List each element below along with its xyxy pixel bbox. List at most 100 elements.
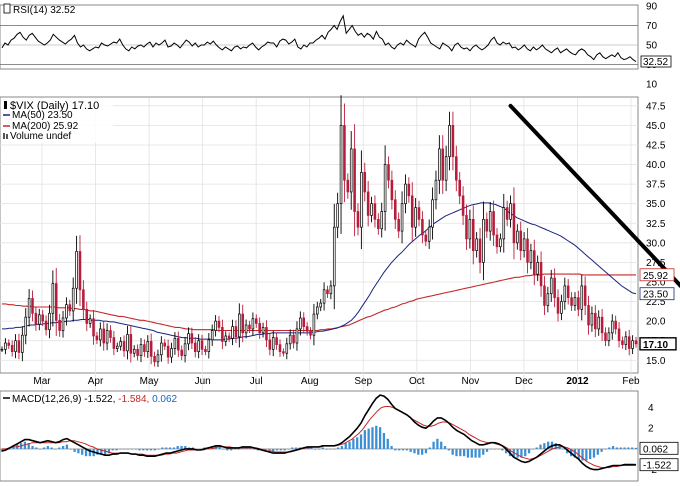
candle-body (539, 262, 543, 287)
candle-body (373, 203, 377, 220)
price-candle (536, 255, 539, 281)
candle-body (610, 320, 614, 334)
macd-histogram-bar (8, 448, 11, 450)
price-value-labels: 25.92 23.50 17.10 (639, 268, 677, 351)
candle-body (329, 285, 333, 295)
macd-histogram-bar (336, 447, 340, 449)
macd-histogram-bar (329, 448, 332, 450)
candle-body (407, 183, 411, 197)
candle-body (126, 334, 129, 352)
candle-body (387, 164, 390, 181)
macd-histogram-bar (145, 448, 149, 451)
price-candle (183, 336, 187, 363)
price-candle (7, 339, 11, 349)
price-value-box (639, 287, 675, 301)
candle-body (417, 207, 421, 220)
candle-body (54, 283, 58, 321)
candle-body (431, 199, 434, 228)
price-candle (549, 269, 553, 302)
candle-body (14, 340, 17, 352)
price-candle (570, 292, 573, 311)
candle-body (529, 250, 533, 263)
ma50-line (2, 202, 637, 341)
candle-body (10, 345, 14, 352)
macd-histogram-bar (325, 448, 328, 450)
candle-body (587, 305, 590, 326)
macd-histogram-bar (58, 447, 61, 449)
macd-histogram-bar (520, 448, 523, 458)
price-candle (455, 145, 458, 192)
price-y-tick-label: 25.0 (646, 277, 666, 288)
candle-body (502, 207, 506, 240)
price-candle (58, 314, 61, 337)
rsi-value-label: 32.52 (643, 57, 668, 68)
candle-body (492, 211, 495, 236)
candle-body (44, 320, 48, 331)
candle-body (597, 316, 600, 330)
month-tick-label: Sep (354, 376, 372, 387)
candle-body (349, 148, 353, 193)
macd-histogram-bar (512, 448, 515, 458)
macd-legend: MACD(12,26,9) -1.522, -1.584, 0.062 (12, 394, 178, 405)
price-candle (563, 277, 567, 310)
macd-histogram-bar (264, 448, 267, 451)
price-y-tick-label: 45.0 (646, 121, 666, 132)
candle-body (105, 330, 109, 344)
candle-body (478, 238, 482, 263)
candle-body (244, 324, 248, 334)
rsi-legend: RSI(14) 32.52 (13, 5, 76, 16)
candle-body (583, 285, 587, 306)
macd-histogram-bar (604, 448, 607, 450)
macd-histogram-bar (451, 448, 454, 455)
candle-body (224, 335, 228, 342)
macd-histogram-bar (161, 447, 164, 449)
macd-histogram-bar (478, 448, 481, 458)
price-candle (587, 295, 590, 335)
ma200-line (2, 273, 637, 332)
candle-body (509, 203, 512, 220)
ma200-legend-label: MA(200) 25.92 (12, 121, 79, 132)
macd-histogram-bar (317, 448, 321, 450)
price-candle (204, 345, 207, 356)
price-candle (44, 315, 48, 336)
candle-body (78, 251, 82, 291)
price-candle (533, 239, 536, 286)
candle-body (51, 283, 55, 314)
macd-histogram-bar (459, 448, 462, 457)
macd-histogram-bar (592, 448, 596, 458)
macd-histogram-bar (378, 427, 382, 449)
price-value-box (639, 268, 675, 282)
macd-histogram-bar (619, 447, 622, 449)
macd-histogram-bar (180, 446, 183, 449)
candle-body (265, 327, 268, 341)
price-candle (346, 173, 350, 199)
price-candle (400, 191, 404, 244)
price-value-text: 23.50 (643, 290, 668, 301)
month-tick-label: Nov (461, 376, 479, 387)
price-candle (105, 323, 109, 351)
price-candle (424, 230, 428, 247)
macd-histogram-bar (535, 447, 538, 449)
price-candle (34, 306, 38, 331)
price-candle (234, 320, 238, 344)
candle-body (319, 302, 322, 308)
candle-body (65, 304, 68, 319)
price-candle (580, 274, 584, 321)
price-y-tick-label: 32.5 (646, 219, 666, 230)
price-candle (231, 319, 234, 346)
macd-histogram-bar (54, 448, 57, 450)
candle-body (580, 285, 584, 310)
macd-histogram-bar (73, 448, 76, 452)
macd-histogram-bar (100, 448, 103, 455)
price-candle (268, 333, 272, 356)
price-candle (244, 319, 248, 339)
macd-histogram-bar (420, 448, 424, 455)
macd-histogram-bar (470, 448, 473, 458)
candle-body (322, 289, 326, 304)
price-candle (512, 187, 516, 260)
price-candle (99, 322, 102, 347)
macd-histogram-bar (371, 427, 374, 449)
price-candle (217, 316, 221, 333)
macd-histogram-bar (88, 448, 91, 457)
macd-histogram-bar (615, 447, 619, 449)
